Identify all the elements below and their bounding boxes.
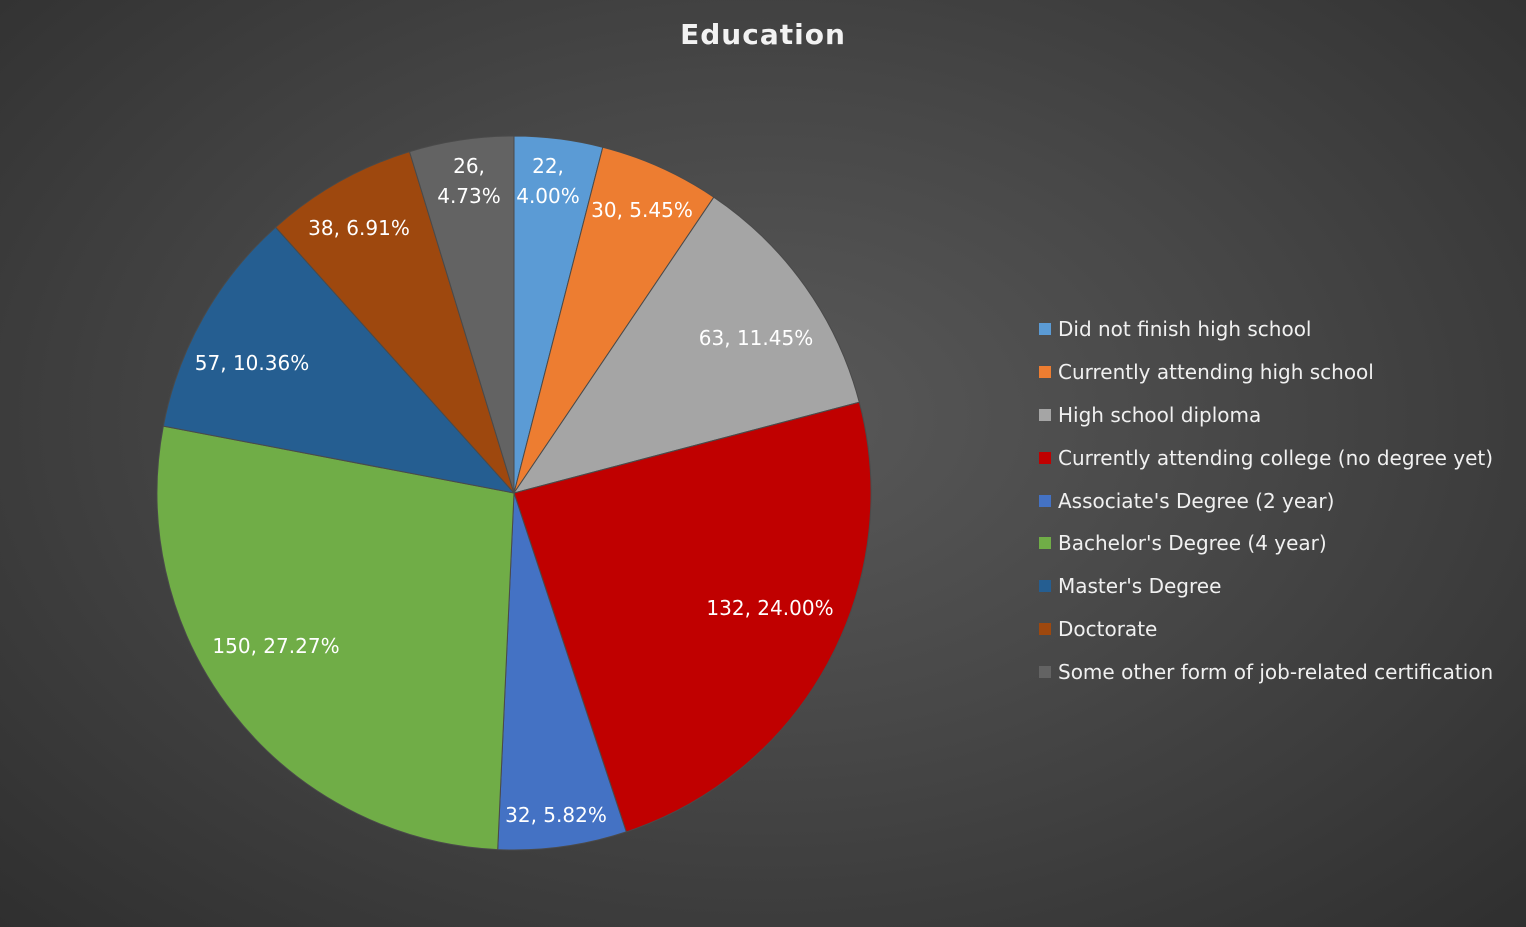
data-label-1: 22, 4.00% [516,154,580,208]
pie-slice-6 [156,425,515,851]
legend-swatch [1039,323,1051,336]
pie-slice-9 [408,135,515,494]
legend-swatch [1039,580,1051,593]
data-label-2: 30, 5.45% [591,198,693,222]
data-label-3: 63, 11.45% [699,326,813,350]
legend-item: Currently attending high school [1039,351,1493,394]
legend-label: Doctorate [1058,616,1158,641]
legend-swatch [1039,366,1051,379]
data-label-6: 150, 27.27% [212,634,339,658]
pie-slice-3 [512,196,860,494]
legend-item: Did not finish high school [1039,308,1493,351]
pie-slices [156,135,872,851]
legend-swatch [1039,408,1051,421]
pie-slice-8 [274,151,515,494]
legend-label: High school diploma [1058,402,1262,427]
pie-slice-4 [513,401,872,833]
data-label-7: 57, 10.36% [195,351,309,375]
legend-item: Currently attending college (no degree y… [1039,436,1493,479]
legend-label: Did not finish high school [1058,317,1312,342]
legend-swatch [1039,537,1051,550]
data-label-8: 38, 6.91% [308,216,410,240]
legend-swatch [1039,494,1051,507]
data-label-4: 132, 24.00% [706,596,833,620]
data-label-5: 32, 5.82% [505,803,607,827]
data-label-9: 26, 4.73% [437,154,501,208]
legend-item: Some other form of job-related certifica… [1039,650,1493,693]
legend-swatch [1039,665,1051,678]
legend-item: Master's Degree [1039,565,1493,608]
legend-label: Bachelor's Degree (4 year) [1058,531,1327,556]
pie-data-labels: 22, 4.00% 30, 5.45% 63, 11.45% 132, 24.00% 32… [195,154,834,827]
legend-label: Master's Degree [1058,574,1222,599]
legend-label: Associate's Degree (2 year) [1058,488,1335,513]
pie-slice-5 [497,492,627,851]
legend-label: Currently attending high school [1058,360,1374,385]
legend-label: Currently attending college (no degree y… [1058,445,1494,470]
pie-slice-7 [162,226,516,494]
legend-item: High school diploma [1039,394,1493,437]
legend-item: Associate's Degree (2 year) [1039,479,1493,522]
legend-item: Doctorate [1039,608,1493,651]
legend-item: Bachelor's Degree (4 year) [1039,522,1493,565]
legend-label: Some other form of job-related certifica… [1058,659,1494,684]
legend-swatch [1039,451,1051,464]
chart-title: Education [680,18,846,51]
chart-legend: Did not finish high school Currently atte… [1039,308,1493,693]
legend-swatch [1039,622,1051,635]
